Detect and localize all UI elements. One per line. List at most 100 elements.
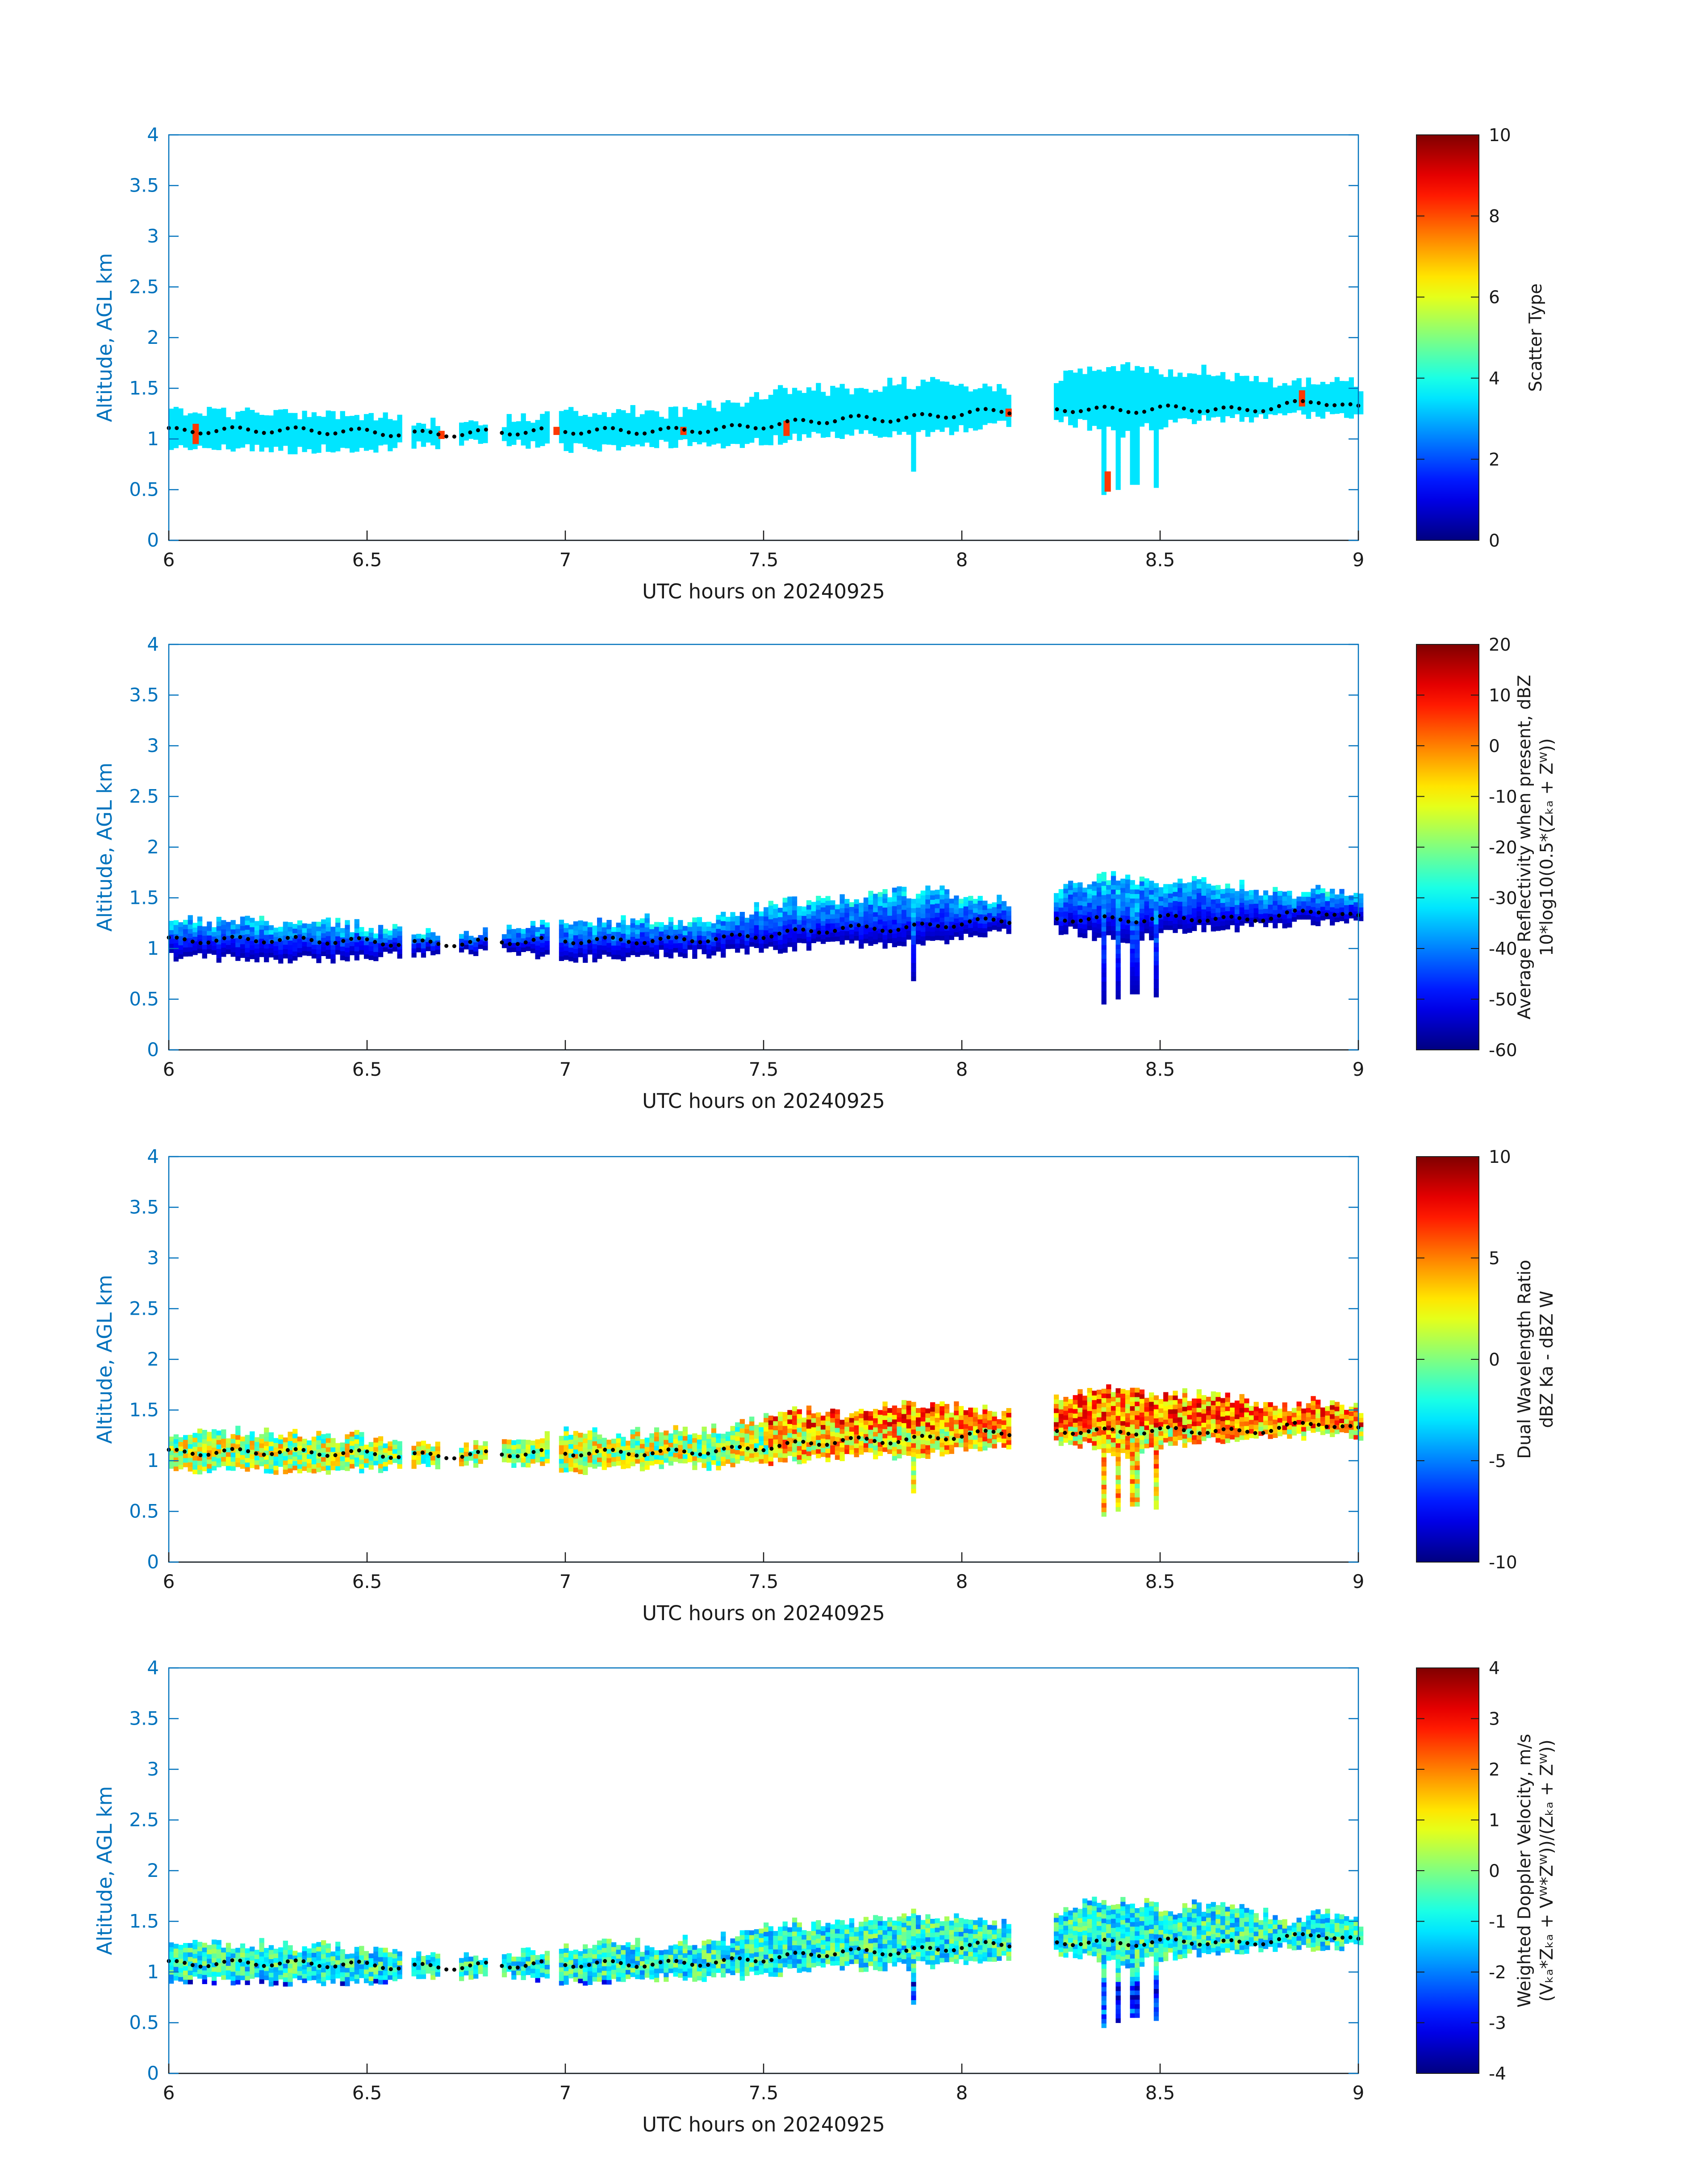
- cloud-base-marker: [1086, 917, 1091, 921]
- data-cell: [1001, 915, 1007, 920]
- data-cell: [611, 940, 617, 946]
- data-cell: [1101, 922, 1107, 927]
- data-cell: [473, 937, 479, 943]
- data-cell: [1196, 411, 1202, 416]
- data-cell: [169, 1450, 174, 1455]
- data-cell: [1139, 881, 1145, 886]
- data-cell: [920, 425, 926, 430]
- data-cell: [1158, 892, 1164, 897]
- data-cell: [1153, 401, 1159, 406]
- data-cell: [1111, 375, 1116, 380]
- data-cell: [1215, 907, 1221, 913]
- data-cell: [1153, 951, 1159, 957]
- data-cell: [573, 1431, 579, 1436]
- data-cell: [877, 401, 883, 406]
- data-cell: [1230, 413, 1235, 418]
- data-cell: [935, 890, 940, 895]
- data-cell: [935, 402, 940, 407]
- data-cell: [940, 926, 945, 932]
- data-cell: [564, 419, 569, 424]
- data-cell: [1273, 905, 1278, 910]
- data-cell: [768, 923, 773, 928]
- data-cell: [259, 438, 264, 443]
- data-cell: [1330, 400, 1335, 405]
- data-cell: [1192, 890, 1197, 895]
- data-cell: [606, 929, 612, 934]
- data-cell: [973, 421, 978, 426]
- data-cell: [202, 1434, 207, 1439]
- cloud-base-marker: [856, 923, 861, 928]
- data-cell: [326, 1470, 331, 1475]
- data-cell: [240, 420, 246, 425]
- data-cell: [426, 932, 431, 938]
- data-cell: [1206, 406, 1211, 412]
- data-cell: [178, 940, 184, 945]
- cloud-base-marker: [1277, 913, 1281, 918]
- data-cell: [368, 1451, 374, 1456]
- data-cell: [1344, 381, 1349, 386]
- data-cell: [421, 442, 426, 447]
- data-cell: [873, 912, 878, 917]
- data-cell: [345, 920, 350, 925]
- data-cell: [268, 443, 274, 448]
- data-cell: [273, 1461, 279, 1466]
- cloud-base-marker: [1166, 403, 1170, 408]
- data-cell: [340, 932, 345, 938]
- data-cell: [1073, 377, 1078, 382]
- data-cell: [1063, 402, 1069, 408]
- data-cell: [526, 937, 531, 942]
- data-cell: [768, 436, 773, 441]
- data-cell: [773, 904, 778, 909]
- data-cell: [1168, 907, 1173, 912]
- data-cell: [897, 384, 902, 389]
- data-cell: [787, 430, 793, 435]
- data-cell: [925, 903, 931, 909]
- data-cell: [1168, 378, 1173, 384]
- data-cell: [1115, 903, 1121, 908]
- data-cell: [378, 925, 384, 930]
- data-cell: [478, 935, 483, 940]
- data-cell: [1339, 394, 1345, 400]
- data-cell: [920, 402, 926, 408]
- data-cell: [1325, 905, 1330, 911]
- data-cell: [601, 932, 607, 937]
- data-cell: [464, 940, 469, 945]
- data-cell: [464, 935, 469, 940]
- data-cell: [564, 937, 569, 942]
- data-cell: [1130, 430, 1135, 435]
- data-cell: [535, 429, 540, 434]
- data-cell: [1273, 923, 1278, 928]
- data-cell: [1115, 412, 1121, 417]
- data-cell: [639, 437, 645, 442]
- data-cell: [321, 426, 326, 431]
- cloud-base-marker: [278, 938, 282, 942]
- data-cell: [1106, 376, 1111, 381]
- data-cell: [1230, 888, 1235, 894]
- data-cell: [345, 934, 350, 939]
- data-cell: [702, 437, 707, 443]
- data-cell: [1096, 901, 1102, 906]
- data-cell: [1001, 389, 1007, 393]
- data-cell: [925, 917, 931, 923]
- data-cell: [806, 419, 812, 424]
- data-cell: [226, 1438, 231, 1443]
- data-cell: [897, 407, 902, 412]
- data-cell: [211, 945, 217, 950]
- data-cell: [235, 1435, 241, 1440]
- data-cell: [877, 901, 883, 906]
- data-cell: [992, 902, 997, 907]
- data-cell: [744, 435, 750, 439]
- data-cell: [254, 440, 260, 445]
- cloud-base-marker: [1071, 410, 1075, 414]
- data-cell: [354, 928, 359, 933]
- data-cell: [749, 419, 755, 425]
- data-cell: [521, 431, 526, 437]
- data-cell: [825, 928, 831, 933]
- cloud-base-marker: [579, 941, 583, 945]
- data-cell: [568, 933, 574, 939]
- data-cell: [1325, 896, 1330, 901]
- data-cell: [606, 430, 612, 436]
- data-cell: [935, 935, 940, 940]
- data-cell: [1063, 393, 1069, 398]
- data-cell: [473, 421, 479, 426]
